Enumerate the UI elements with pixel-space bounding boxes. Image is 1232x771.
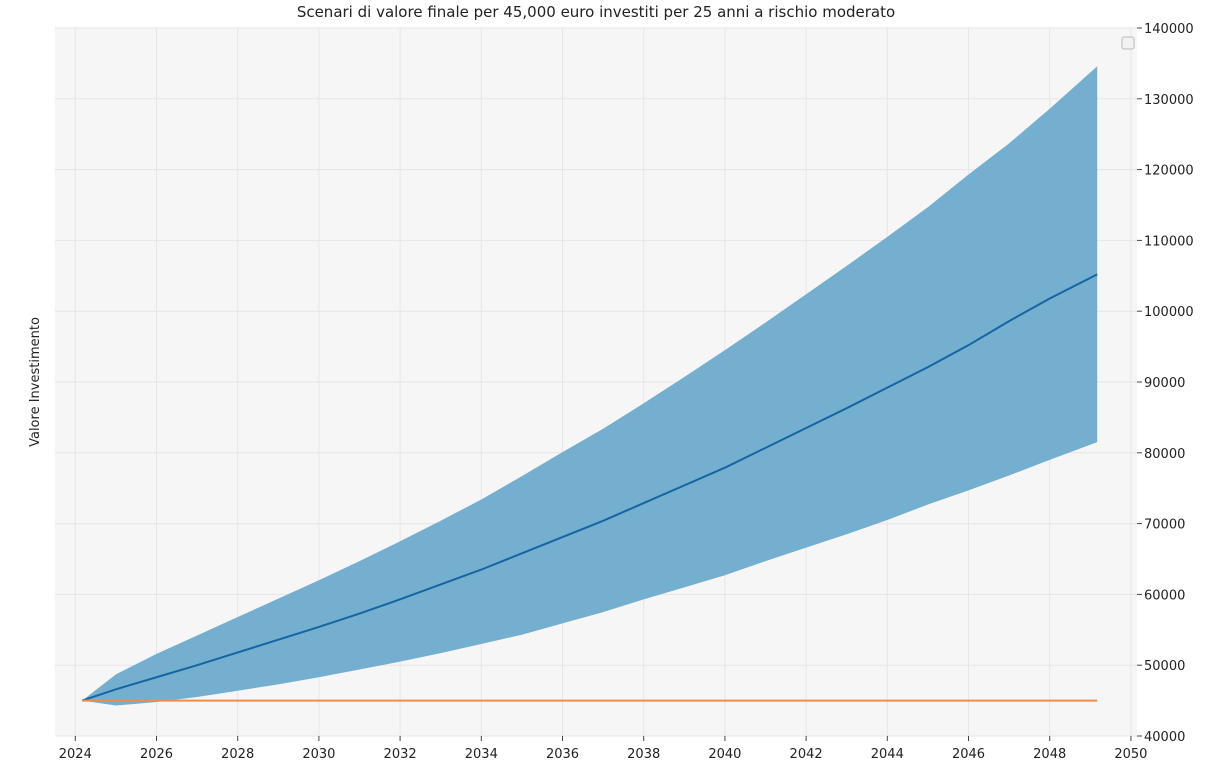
y-axis: 40000 50000 60000 70000 80000 90000 100000 1100… [1137, 22, 1194, 745]
x-tick-label: 2050 [1114, 747, 1147, 762]
x-tick-label: 2032 [384, 747, 417, 762]
y-axis-title: Valore Investimento [28, 317, 43, 447]
x-tick-label: 2038 [627, 747, 660, 762]
x-tick-label: 2042 [790, 747, 823, 762]
y-tick-label: 60000 [1144, 588, 1185, 603]
y-tick-label: 40000 [1144, 730, 1185, 745]
x-tick-label: 2028 [221, 747, 254, 762]
y-tick-label: 120000 [1144, 164, 1194, 179]
x-tick-label: 2046 [952, 747, 985, 762]
y-tick-label: 130000 [1144, 93, 1194, 108]
x-tick-label: 2040 [708, 747, 741, 762]
y-tick-label: 90000 [1144, 376, 1185, 391]
chart-title: Scenari di valore finale per 45,000 euro… [297, 3, 895, 21]
x-tick-label: 2036 [546, 747, 579, 762]
series-layer [81, 66, 1098, 706]
median-line [81, 273, 1098, 702]
confidence-band-area [82, 66, 1098, 706]
x-tick-label: 2034 [465, 747, 498, 762]
x-tick-label: 2026 [140, 747, 173, 762]
x-tick-label: 2048 [1033, 747, 1066, 762]
legend-box [1121, 36, 1135, 50]
y-tick-label: 110000 [1144, 234, 1194, 249]
x-axis: 2024 2026 2028 2030 2032 2034 2036 2038 2040 2042… [59, 736, 1147, 762]
y-tick-label: 80000 [1144, 447, 1185, 462]
y-tick-label: 140000 [1144, 22, 1194, 37]
x-tick-label: 2024 [59, 747, 92, 762]
y-tick-label: 100000 [1144, 305, 1194, 320]
y-tick-label: 70000 [1144, 518, 1185, 533]
y-tick-label: 50000 [1144, 659, 1185, 674]
x-tick-label: 2044 [871, 747, 904, 762]
x-tick-label: 2030 [302, 747, 335, 762]
